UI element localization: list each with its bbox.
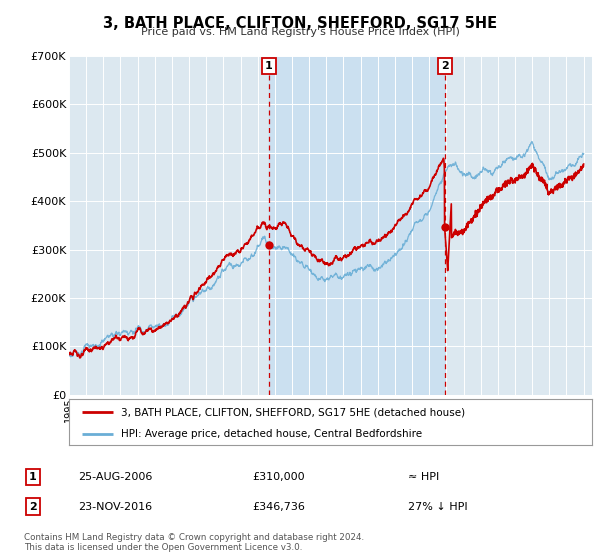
Text: HPI: Average price, detached house, Central Bedfordshire: HPI: Average price, detached house, Cent… <box>121 429 422 438</box>
Text: 23-NOV-2016: 23-NOV-2016 <box>78 502 152 512</box>
Text: 1: 1 <box>29 472 37 482</box>
Text: Price paid vs. HM Land Registry's House Price Index (HPI): Price paid vs. HM Land Registry's House … <box>140 27 460 37</box>
Text: ≈ HPI: ≈ HPI <box>408 472 439 482</box>
Text: 2: 2 <box>441 60 449 71</box>
Text: 27% ↓ HPI: 27% ↓ HPI <box>408 502 467 512</box>
Text: £346,736: £346,736 <box>252 502 305 512</box>
Text: 3, BATH PLACE, CLIFTON, SHEFFORD, SG17 5HE: 3, BATH PLACE, CLIFTON, SHEFFORD, SG17 5… <box>103 16 497 31</box>
Bar <box>269 56 445 395</box>
Text: 3, BATH PLACE, CLIFTON, SHEFFORD, SG17 5HE (detached house): 3, BATH PLACE, CLIFTON, SHEFFORD, SG17 5… <box>121 407 466 417</box>
Text: This data is licensed under the Open Government Licence v3.0.: This data is licensed under the Open Gov… <box>24 543 302 552</box>
Text: Contains HM Land Registry data © Crown copyright and database right 2024.: Contains HM Land Registry data © Crown c… <box>24 533 364 542</box>
Text: £310,000: £310,000 <box>252 472 305 482</box>
Text: 25-AUG-2006: 25-AUG-2006 <box>78 472 152 482</box>
Text: 2: 2 <box>29 502 37 512</box>
Text: 1: 1 <box>265 60 273 71</box>
